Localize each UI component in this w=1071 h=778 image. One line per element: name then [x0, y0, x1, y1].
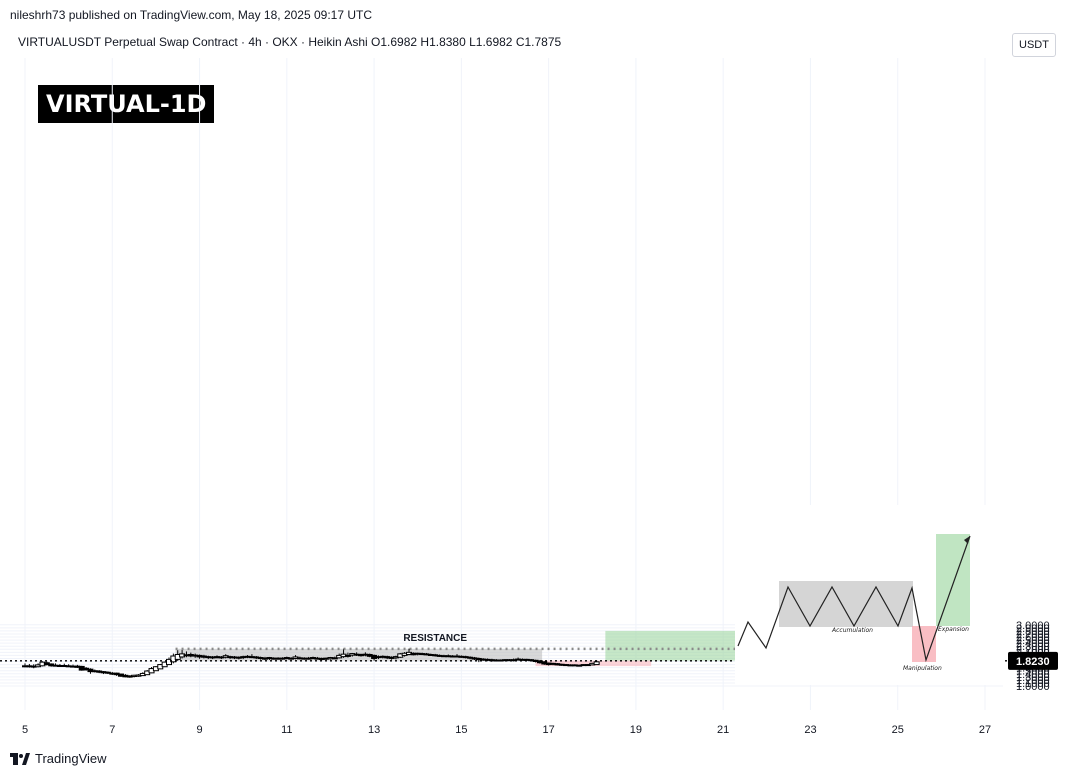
y-tick-label: 2.3000: [1016, 641, 1050, 653]
inset-expansion-box: [936, 534, 970, 626]
x-tick-label: 5: [22, 724, 28, 736]
y-tick-label: 2.4000: [1016, 638, 1050, 650]
target-zone: [605, 630, 759, 661]
inset-label-accumulation: Accumulation: [831, 627, 873, 634]
y-tick-label: 1.4000: [1016, 669, 1050, 681]
y-tick-label: 1.2000: [1016, 675, 1050, 687]
y-tick-label: 1.1000: [1016, 678, 1050, 690]
amd-inset-diagram: Accumulation Manipulation Expansion: [735, 505, 1005, 685]
resistance-label: RESISTANCE: [403, 633, 467, 644]
x-tick-label: 21: [717, 724, 729, 736]
axis-layer: 1.00001.10001.20001.30001.40001.50001.60…: [22, 620, 1058, 736]
current-price-label: 1.8230: [1016, 656, 1050, 668]
y-tick-label: 2.8000: [1016, 626, 1050, 638]
x-tick-label: 17: [543, 724, 555, 736]
inset-label-manipulation: Manipulation: [903, 665, 942, 672]
x-tick-label: 7: [109, 724, 115, 736]
x-tick-label: 27: [979, 724, 991, 736]
inset-arrow-head: [964, 536, 970, 544]
y-tick-label: 1.3000: [1016, 672, 1050, 684]
x-tick-label: 25: [892, 724, 904, 736]
x-tick-label: 13: [368, 724, 380, 736]
y-tick-label: 2.7000: [1016, 629, 1050, 641]
published-caption: nileshrh73 published on TradingView.com,…: [10, 8, 372, 22]
inset-accumulation-box: [779, 581, 913, 627]
x-tick-label: 19: [630, 724, 642, 736]
tradingview-logo-text: TradingView: [35, 751, 107, 766]
tradingview-logo[interactable]: TradingView: [10, 751, 107, 766]
y-tick-label: 2.6000: [1016, 632, 1050, 644]
y-tick-label: 2.9000: [1016, 623, 1050, 635]
x-tick-label: 11: [281, 724, 292, 736]
chart-title-badge: VIRTUAL-1D: [38, 85, 215, 123]
x-tick-label: 15: [455, 724, 467, 736]
candle-body-up: [593, 661, 600, 666]
zones-layer: [0, 58, 1003, 710]
symbol-info-line: VIRTUALUSDT Perpetual Swap Contract · 4h…: [18, 35, 562, 49]
inset-label-expansion: Expansion: [938, 626, 969, 633]
candle-body-down: [344, 654, 351, 657]
inset-price-path: [737, 535, 971, 663]
y-tick-label: 1.0000: [1016, 681, 1050, 693]
tradingview-logo-icon: [10, 752, 30, 765]
x-tick-label: 23: [804, 724, 816, 736]
current-price-box: [1008, 651, 1058, 670]
x-tick-label: 9: [196, 724, 202, 736]
candles-layer: [22, 648, 600, 678]
y-tick-label: 3.0000: [1016, 620, 1050, 632]
inset-manipulation-box: [912, 626, 936, 662]
currency-selector[interactable]: USDT: [1012, 33, 1056, 57]
y-tick-label: 2.5000: [1016, 635, 1050, 647]
